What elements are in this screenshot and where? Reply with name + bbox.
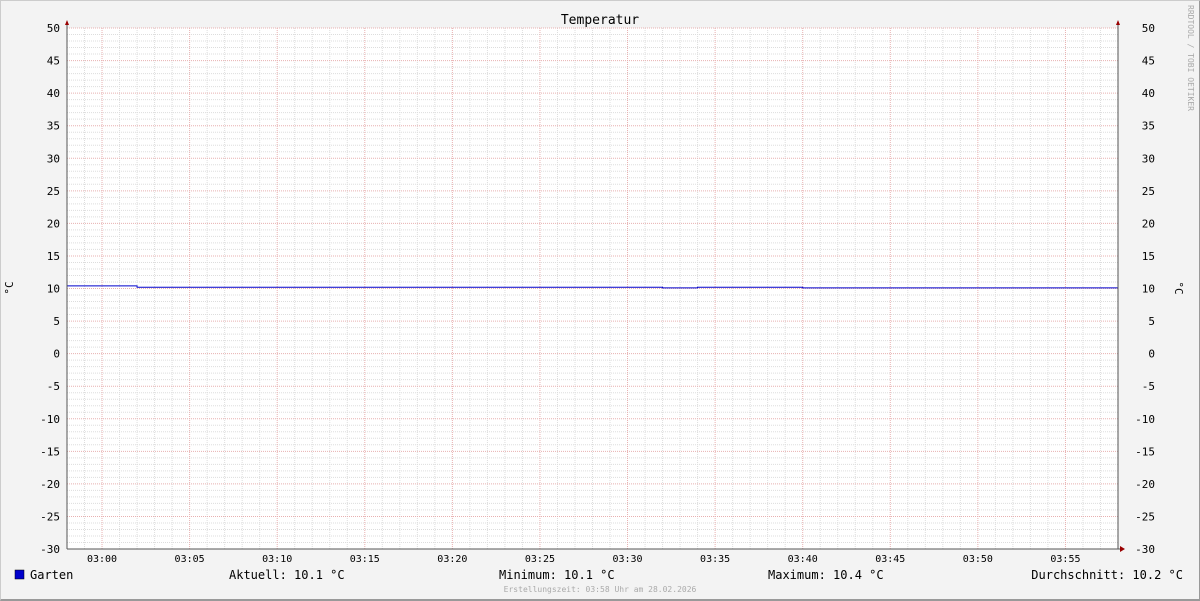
y-tick-label-right: 30 — [1142, 152, 1155, 165]
x-tick-label: 03:15 — [350, 554, 380, 565]
y-tick-label-right: 40 — [1142, 87, 1155, 100]
x-tick-label: 03:20 — [437, 554, 467, 565]
y-tick-label-right: -30 — [1135, 543, 1155, 556]
legend-average: Durchschnitt: 10.2 °C — [1031, 568, 1183, 582]
legend-series-label: Garten — [30, 568, 73, 582]
y-tick-label-left: -20 — [40, 478, 60, 491]
y-axis-arrow-right — [1116, 20, 1120, 25]
axes — [65, 20, 1125, 552]
x-tick-label: 03:05 — [175, 554, 205, 565]
y-tick-label-left: -10 — [40, 413, 60, 426]
y-tick-label-right: -5 — [1142, 380, 1155, 393]
y-tick-label-right: 15 — [1142, 250, 1155, 263]
y-tick-label-right: -10 — [1135, 413, 1155, 426]
y-tick-label-left: 20 — [47, 217, 60, 230]
creation-time: Erstellungszeit: 03:58 Uhr am 28.02.2026 — [504, 585, 697, 594]
x-tick-label: 03:35 — [700, 554, 730, 565]
y-tick-label-right: 35 — [1142, 120, 1155, 133]
y-tick-label-left: 25 — [47, 185, 60, 198]
x-tick-label: 03:00 — [87, 554, 117, 565]
series-line-garten — [67, 285, 1118, 289]
x-tick-label: 03:55 — [1050, 554, 1080, 565]
x-tick-label: 03:10 — [262, 554, 292, 565]
y-tick-label-left: 45 — [47, 55, 60, 68]
x-tick-label: 03:25 — [525, 554, 555, 565]
y-tick-label-right: -20 — [1135, 478, 1155, 491]
y-tick-label-right: 45 — [1142, 55, 1155, 68]
y-tick-label-left: 40 — [47, 87, 60, 100]
x-tick-label: 03:50 — [963, 554, 993, 565]
y-tick-label-left: 5 — [53, 315, 60, 328]
y-tick-label-right: 50 — [1142, 22, 1155, 35]
legend-maximum: Maximum: 10.4 °C — [768, 568, 884, 582]
y-tick-label-right: 25 — [1142, 185, 1155, 198]
y-tick-label-right: 20 — [1142, 217, 1155, 230]
y-tick-label-left: -25 — [40, 510, 60, 523]
y-axis-label-left: °C — [3, 281, 16, 294]
x-tick-label: 03:40 — [788, 554, 818, 565]
x-tick-label: 03:45 — [875, 554, 905, 565]
y-tick-label-left: -5 — [47, 380, 60, 393]
y-tick-label-right: -15 — [1135, 445, 1155, 458]
y-tick-label-left: 10 — [47, 283, 60, 296]
legend-current: Aktuell: 10.1 °C — [229, 568, 345, 582]
x-tick-label: 03:30 — [612, 554, 642, 565]
y-tick-label-right: -25 — [1135, 510, 1155, 523]
y-tick-label-right: 10 — [1142, 283, 1155, 296]
y-tick-label-left: 0 — [53, 348, 60, 361]
y-axis-label-right: °C — [1172, 281, 1185, 294]
y-tick-label-left: 15 — [47, 250, 60, 263]
y-tick-label-left: 30 — [47, 152, 60, 165]
chart-title: Temperatur — [561, 13, 639, 28]
y-tick-label-left: -15 — [40, 445, 60, 458]
y-tick-label-left: -30 — [40, 543, 60, 556]
x-axis-arrow — [1120, 546, 1125, 552]
series-lines — [67, 285, 1118, 289]
y-tick-label-left: 50 — [47, 22, 60, 35]
legend-swatch-garten — [14, 569, 25, 580]
y-axis-arrow-left — [65, 20, 69, 25]
watermark: RRDTOOL / TOBI OETIKER — [1186, 5, 1195, 111]
y-tick-label-right: 0 — [1148, 348, 1155, 361]
legend-minimum: Minimum: 10.1 °C — [499, 568, 615, 582]
y-tick-label-right: 5 — [1148, 315, 1155, 328]
grid — [66, 27, 1119, 550]
y-tick-label-left: 35 — [47, 120, 60, 133]
